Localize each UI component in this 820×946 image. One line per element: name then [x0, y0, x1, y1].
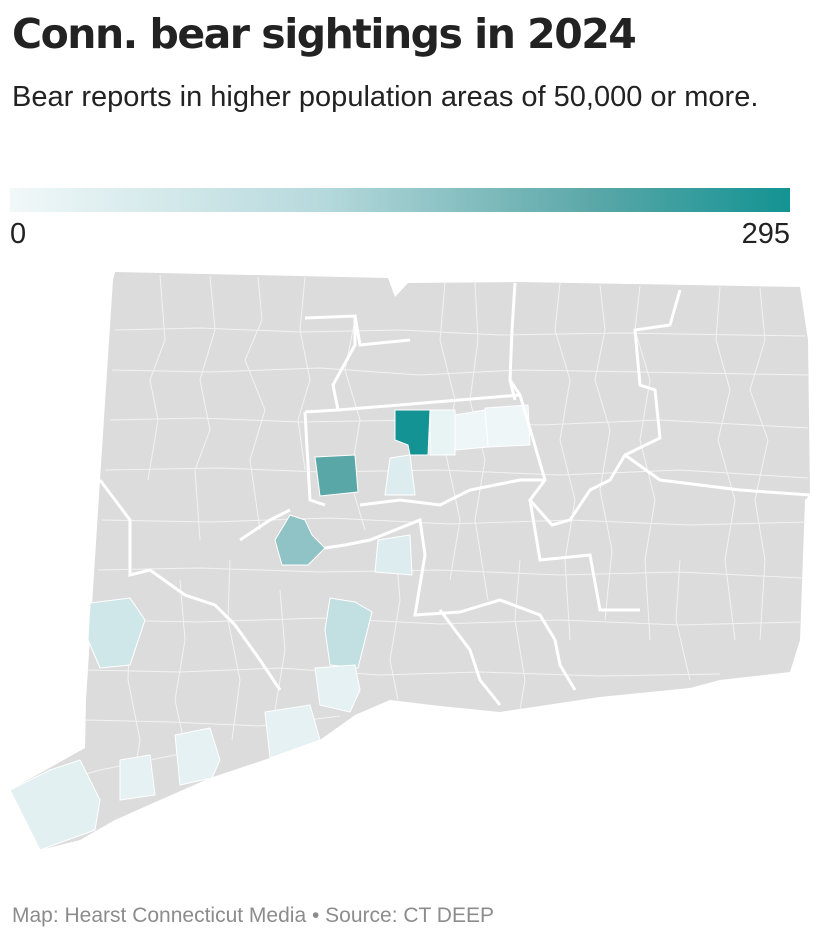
area-6	[374, 534, 413, 576]
color-scale-legend	[10, 188, 790, 212]
connecticut-map	[9, 272, 811, 851]
area-4	[324, 597, 373, 669]
area-11	[429, 409, 456, 456]
area-14	[314, 664, 361, 713]
area-13	[454, 409, 489, 451]
area-3	[274, 514, 326, 566]
area-8	[9, 759, 101, 851]
area-9	[174, 727, 221, 786]
map-title: Conn. bear sightings in 2024	[12, 10, 637, 58]
legend-max-label: 295	[741, 218, 790, 250]
area-15	[119, 754, 156, 801]
area-2	[314, 454, 359, 497]
area-10	[264, 704, 321, 759]
area-7	[384, 454, 416, 496]
map-subtitle: Bear reports in higher population areas …	[12, 81, 759, 113]
area-5	[87, 597, 146, 669]
source-credit: Map: Hearst Connecticut Media • Source: …	[12, 904, 494, 927]
legend-min-label: 0	[10, 218, 27, 250]
